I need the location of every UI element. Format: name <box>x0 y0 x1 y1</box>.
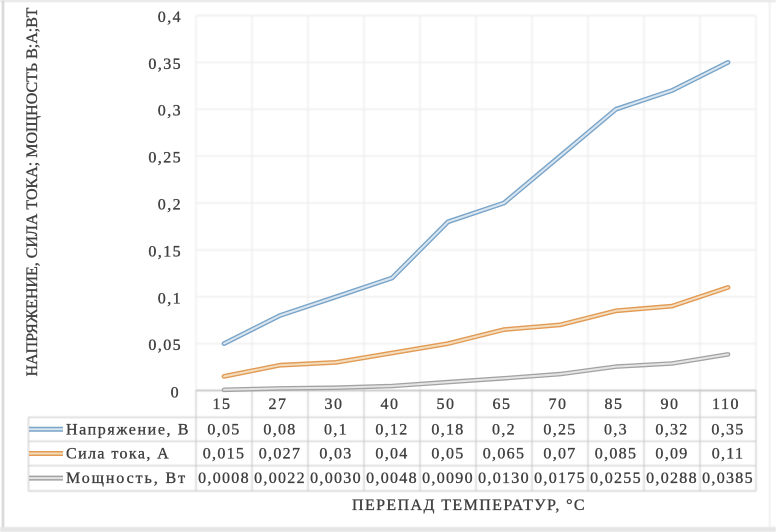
svg-text:0,0288: 0,0288 <box>646 470 698 487</box>
svg-text:НАПРЯЖЕНИЕ, СИЛА ТОКА; МОЩНОСТ: НАПРЯЖЕНИЕ, СИЛА ТОКА; МОЩНОСТЬ В;А;ВТ <box>24 7 41 376</box>
svg-text:0,11: 0,11 <box>712 446 745 463</box>
svg-text:0,18: 0,18 <box>431 421 464 438</box>
svg-text:40: 40 <box>381 396 400 413</box>
svg-text:Напряжение, В: Напряжение, В <box>66 421 190 438</box>
svg-text:0,1: 0,1 <box>324 421 348 438</box>
svg-text:0,25: 0,25 <box>148 150 182 167</box>
svg-text:15: 15 <box>213 396 232 413</box>
svg-text:0,09: 0,09 <box>655 446 688 463</box>
svg-text:0,4: 0,4 <box>158 9 182 26</box>
svg-text:70: 70 <box>549 396 568 413</box>
svg-text:0,0255: 0,0255 <box>590 470 642 487</box>
svg-text:0,05: 0,05 <box>148 337 182 354</box>
svg-text:65: 65 <box>493 396 512 413</box>
svg-text:0,05: 0,05 <box>207 421 240 438</box>
svg-text:0,2: 0,2 <box>158 197 182 214</box>
svg-text:Сила тока, А: Сила тока, А <box>66 446 170 463</box>
svg-text:0,35: 0,35 <box>711 421 744 438</box>
svg-text:ПЕРЕПАД ТЕМПЕРАТУР, °С: ПЕРЕПАД ТЕМПЕРАТУР, °С <box>352 497 586 514</box>
svg-text:0,15: 0,15 <box>148 243 182 260</box>
svg-text:30: 30 <box>325 396 344 413</box>
svg-text:0,3: 0,3 <box>604 421 628 438</box>
svg-text:90: 90 <box>661 396 680 413</box>
svg-text:0,2: 0,2 <box>492 421 516 438</box>
svg-text:0,35: 0,35 <box>148 56 182 73</box>
svg-text:0,1: 0,1 <box>158 290 182 307</box>
svg-text:0,04: 0,04 <box>375 446 408 463</box>
svg-text:0,0090: 0,0090 <box>422 470 474 487</box>
svg-text:27: 27 <box>269 396 288 413</box>
svg-text:0,015: 0,015 <box>203 446 246 463</box>
svg-text:0,0030: 0,0030 <box>310 470 362 487</box>
svg-text:0,065: 0,065 <box>483 446 526 463</box>
svg-text:50: 50 <box>437 396 456 413</box>
svg-text:Мощность, Вт: Мощность, Вт <box>66 470 187 487</box>
svg-text:0,085: 0,085 <box>595 446 638 463</box>
svg-text:0,0008: 0,0008 <box>198 470 250 487</box>
svg-text:0,0130: 0,0130 <box>478 470 530 487</box>
svg-text:85: 85 <box>605 396 624 413</box>
svg-text:0,0385: 0,0385 <box>702 470 754 487</box>
svg-text:0,0175: 0,0175 <box>534 470 586 487</box>
svg-text:0,07: 0,07 <box>543 446 576 463</box>
svg-text:0,05: 0,05 <box>431 446 464 463</box>
svg-text:0,0048: 0,0048 <box>366 470 418 487</box>
svg-text:0,027: 0,027 <box>259 446 302 463</box>
svg-text:0: 0 <box>171 385 180 402</box>
svg-text:110: 110 <box>712 396 740 413</box>
svg-text:0,3: 0,3 <box>158 103 182 120</box>
svg-text:0,32: 0,32 <box>655 421 688 438</box>
svg-text:0,08: 0,08 <box>263 421 296 438</box>
svg-text:0,0022: 0,0022 <box>254 470 306 487</box>
svg-text:0,25: 0,25 <box>543 421 576 438</box>
svg-text:0,12: 0,12 <box>375 421 408 438</box>
svg-text:0,03: 0,03 <box>319 446 352 463</box>
